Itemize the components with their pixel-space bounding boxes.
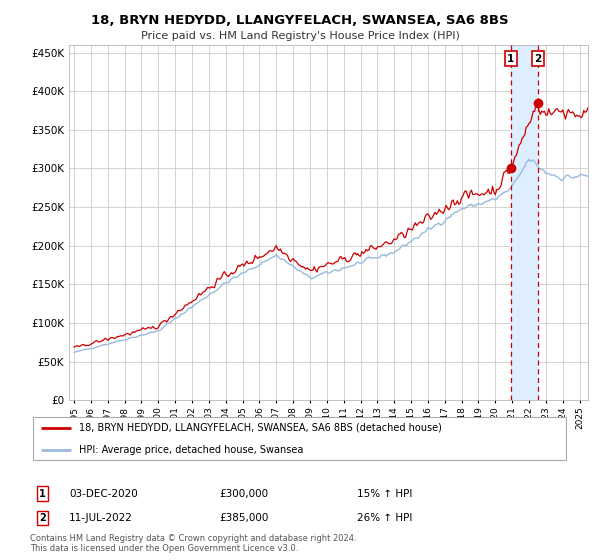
Text: HPI: Average price, detached house, Swansea: HPI: Average price, detached house, Swan… [79, 445, 303, 455]
Text: 03-DEC-2020: 03-DEC-2020 [69, 489, 138, 499]
FancyBboxPatch shape [33, 417, 566, 460]
Text: Contains HM Land Registry data © Crown copyright and database right 2024.
This d: Contains HM Land Registry data © Crown c… [30, 534, 356, 553]
Text: 1: 1 [507, 54, 514, 64]
Text: 18, BRYN HEDYDD, LLANGYFELACH, SWANSEA, SA6 8BS (detached house): 18, BRYN HEDYDD, LLANGYFELACH, SWANSEA, … [79, 423, 442, 433]
Text: 2: 2 [39, 513, 46, 523]
Text: Price paid vs. HM Land Registry's House Price Index (HPI): Price paid vs. HM Land Registry's House … [140, 31, 460, 41]
Bar [511, 45, 538, 400]
Text: 11-JUL-2022: 11-JUL-2022 [69, 513, 133, 523]
Text: 26% ↑ HPI: 26% ↑ HPI [357, 513, 412, 523]
Text: 18, BRYN HEDYDD, LLANGYFELACH, SWANSEA, SA6 8BS: 18, BRYN HEDYDD, LLANGYFELACH, SWANSEA, … [91, 14, 509, 27]
Text: 2: 2 [535, 54, 542, 64]
Text: £300,000: £300,000 [219, 489, 268, 499]
Text: 15% ↑ HPI: 15% ↑ HPI [357, 489, 412, 499]
Text: £385,000: £385,000 [219, 513, 268, 523]
Text: 1: 1 [39, 489, 46, 499]
